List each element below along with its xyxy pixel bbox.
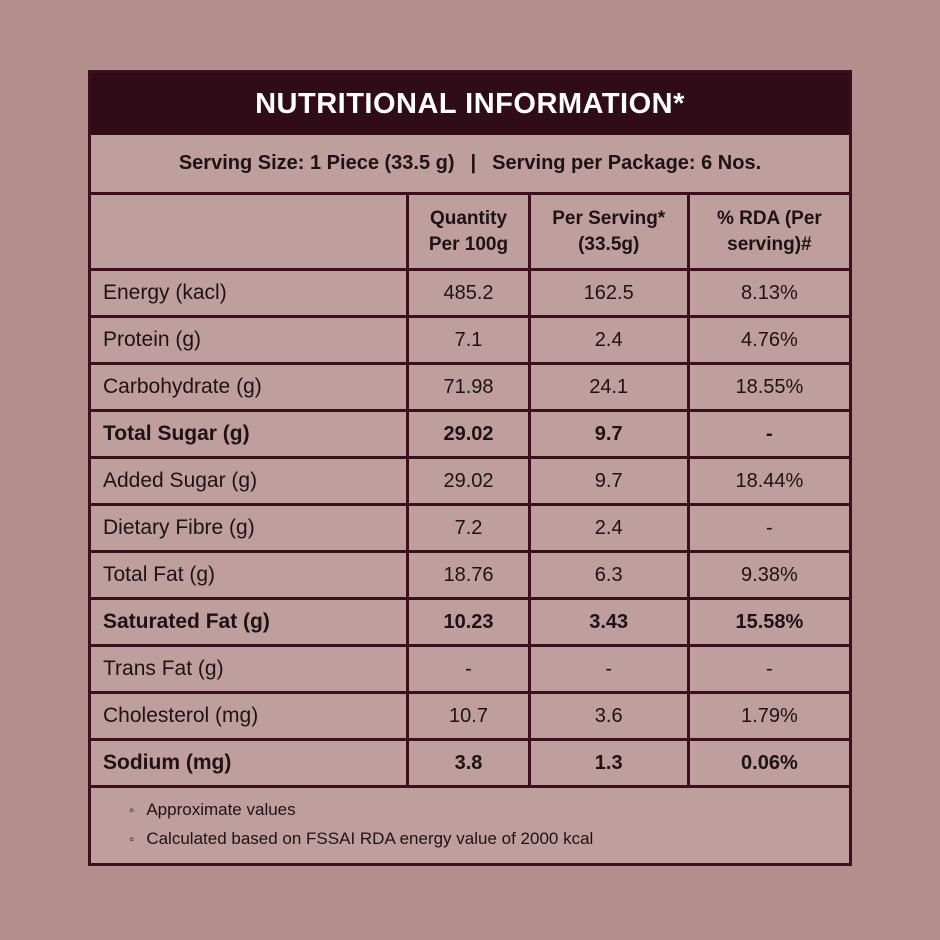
per-serving-value: 9.7 [531,412,690,456]
rda-value: 8.13% [741,281,798,304]
row-label: Protein (g) [91,318,410,362]
rda-value: 4.76% [741,328,798,351]
row-label: Trans Fat (g) [91,647,410,691]
qty-value: - [409,647,531,691]
row-label: Dietary Fibre (g) [91,506,410,550]
per-serving-value: 3.6 [531,694,690,738]
table-row-total-fat: Total Fat (g) 18.76 6.3 9.38% [91,553,849,600]
per-serving-value: 1.3 [531,741,690,785]
row-label: Added Sugar (g) [91,459,410,503]
rda-value: 9.38% [741,563,798,586]
per-serving-value: 162.5 [531,271,690,315]
qty-value: 7.1 [409,318,531,362]
rda-value: 0.06% [741,751,798,774]
per-serving-value: 9.7 [531,459,690,503]
table-row-cholesterol: Cholesterol (mg) 10.7 3.6 1.79% [91,694,849,741]
row-label: Cholesterol (mg) [91,694,410,738]
footnote-approximate-values: ◦ Approximate values [129,800,849,820]
per-serving-value: 2.4 [531,318,690,362]
qty-value: 10.7 [409,694,531,738]
column-header-row: Quantity Per 100g Per Serving* (33.5g) %… [91,195,849,271]
footnote-fssai-rda: ◦ Calculated based on FSSAI RDA energy v… [129,829,849,849]
serving-per-package-text: Serving per Package: 6 Nos. [492,152,762,174]
nutrition-facts-table: NUTRITIONAL INFORMATION* Serving Size: 1… [88,70,852,866]
rda-value: 15.58% [735,610,804,633]
rda-value: - [766,516,773,539]
table-row-protein: Protein (g) 7.1 2.4 4.76% [91,318,849,365]
column-header-quantity-per-100g: Quantity Per 100g [409,195,531,268]
circle-bullet-icon: ◦ [129,801,135,819]
column-header-per-serving: Per Serving* (33.5g) [531,195,690,268]
rda-value: 1.79% [741,704,798,727]
table-title: NUTRITIONAL INFORMATION* [255,87,685,120]
table-row-added-sugar: Added Sugar (g) 29.02 9.7 18.44% [91,459,849,506]
per-serving-value: 6.3 [531,553,690,597]
footnotes-section: ◦ Approximate values ◦ Calculated based … [91,788,849,849]
qty-value: 3.8 [409,741,531,785]
rda-value: - [766,657,773,680]
qty-value: 18.76 [409,553,531,597]
rda-value: - [766,422,773,445]
column-header-nutrient [91,195,410,268]
table-row-energy: Energy (kacl) 485.2 162.5 8.13% [91,271,849,318]
qty-value: 10.23 [409,600,531,644]
per-serving-value: - [531,647,690,691]
qty-value: 71.98 [409,365,531,409]
per-serving-value: 3.43 [531,600,690,644]
footnote-text: Calculated based on FSSAI RDA energy val… [146,829,594,848]
table-row-total-sugar: Total Sugar (g) 29.02 9.7 - [91,412,849,459]
per-serving-value: 2.4 [531,506,690,550]
rda-value: 18.44% [735,469,804,492]
row-label: Energy (kacl) [91,271,410,315]
serving-info-row: Serving Size: 1 Piece (33.5 g) | Serving… [91,135,849,195]
row-label: Carbohydrate (g) [91,365,410,409]
row-label: Total Fat (g) [91,553,410,597]
table-row-carbohydrate: Carbohydrate (g) 71.98 24.1 18.55% [91,365,849,412]
qty-value: 485.2 [409,271,531,315]
serving-separator: | [470,152,477,174]
qty-value: 29.02 [409,459,531,503]
table-row-dietary-fibre: Dietary Fibre (g) 7.2 2.4 - [91,506,849,553]
column-header-rda: % RDA (Per serving)# [716,207,822,255]
row-label: Sodium (mg) [91,741,410,785]
table-row-sodium: Sodium (mg) 3.8 1.3 0.06% [91,741,849,788]
serving-size-text: Serving Size: 1 Piece (33.5 g) [178,152,455,174]
footnote-text: Approximate values [146,800,296,819]
qty-value: 7.2 [409,506,531,550]
rda-value: 18.55% [735,375,804,398]
row-label: Total Sugar (g) [91,412,410,456]
qty-value: 29.02 [409,412,531,456]
row-label: Saturated Fat (g) [91,600,410,644]
table-title-band: NUTRITIONAL INFORMATION* [91,73,849,135]
table-row-saturated-fat: Saturated Fat (g) 10.23 3.43 15.58% [91,600,849,647]
table-row-trans-fat: Trans Fat (g) - - - [91,647,849,694]
circle-bullet-icon: ◦ [129,830,135,848]
per-serving-value: 24.1 [531,365,690,409]
